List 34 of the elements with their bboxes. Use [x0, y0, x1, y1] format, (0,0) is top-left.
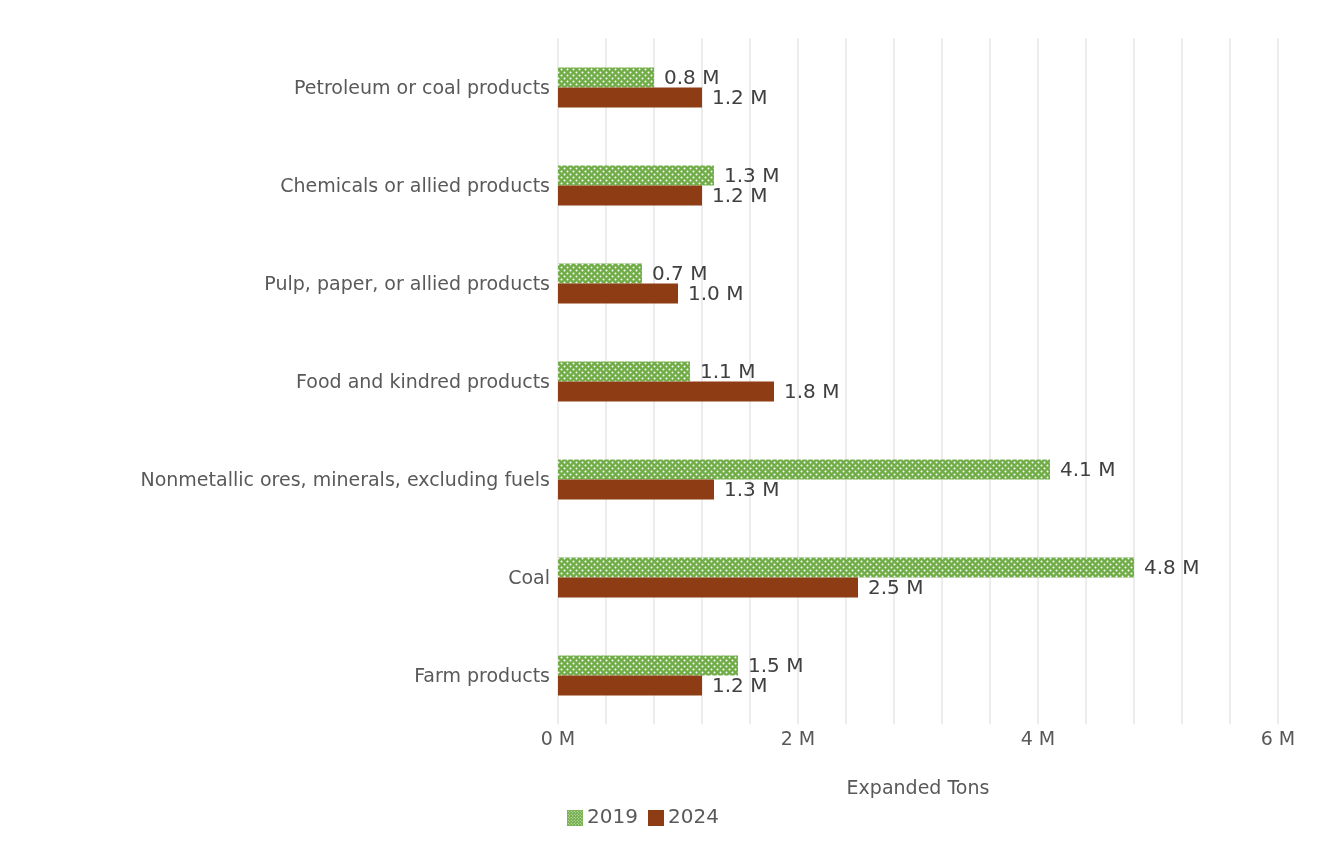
- data-label: 1.8 M: [784, 379, 840, 404]
- bar: [558, 381, 774, 402]
- data-label: 1.3 M: [724, 477, 780, 502]
- y-tick-label: Coal: [508, 565, 550, 588]
- bar: [558, 361, 690, 382]
- bar: [558, 283, 678, 304]
- y-tick-label: Chemicals or allied products: [280, 173, 550, 196]
- x-tick-label: 2 M: [780, 727, 816, 750]
- y-tick-label: Pulp, paper, or allied products: [264, 271, 550, 294]
- data-label: 2.5 M: [868, 575, 924, 600]
- bar: [558, 557, 1134, 578]
- bar: [558, 459, 1050, 480]
- bar: [558, 263, 642, 284]
- y-tick-label: Petroleum or coal products: [294, 75, 550, 98]
- data-label: 4.8 M: [1144, 555, 1200, 580]
- x-axis-title: Expanded Tons: [846, 776, 990, 798]
- data-label: 4.1 M: [1060, 457, 1116, 482]
- bar: [558, 67, 654, 88]
- data-label: 1.1 M: [700, 359, 756, 384]
- legend-label: 2024: [668, 804, 719, 828]
- bar: [558, 87, 702, 108]
- bar: [558, 577, 858, 598]
- x-tick-label: 0 M: [540, 727, 576, 750]
- bar: [558, 165, 714, 186]
- y-tick-label: Farm products: [414, 663, 550, 686]
- bar: [558, 675, 702, 696]
- x-tick-label: 4 M: [1020, 727, 1056, 750]
- legend-label: 2019: [587, 804, 638, 828]
- x-tick-label: 6 M: [1260, 727, 1296, 750]
- bar: [558, 479, 714, 500]
- bar: [558, 185, 702, 206]
- bar: [558, 655, 738, 676]
- y-tick-label: Nonmetallic ores, minerals, excluding fuels: [140, 467, 550, 490]
- y-tick-label: Food and kindred products: [296, 369, 550, 392]
